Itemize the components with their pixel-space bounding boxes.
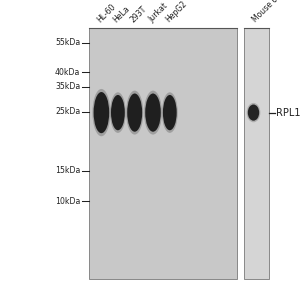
Text: Jurkat: Jurkat bbox=[147, 2, 169, 24]
Text: 40kDa: 40kDa bbox=[55, 68, 80, 76]
Ellipse shape bbox=[127, 93, 142, 132]
Ellipse shape bbox=[94, 92, 109, 133]
Bar bbox=[88, 28, 237, 279]
Text: 293T: 293T bbox=[128, 4, 148, 24]
Ellipse shape bbox=[126, 91, 143, 135]
Ellipse shape bbox=[145, 93, 161, 132]
Ellipse shape bbox=[110, 92, 126, 133]
Text: HeLa: HeLa bbox=[112, 4, 132, 24]
Ellipse shape bbox=[247, 103, 260, 122]
Text: 15kDa: 15kDa bbox=[55, 166, 80, 175]
Ellipse shape bbox=[111, 95, 125, 130]
Ellipse shape bbox=[144, 91, 162, 135]
Text: 35kDa: 35kDa bbox=[55, 82, 80, 91]
Text: HL-60: HL-60 bbox=[95, 2, 117, 24]
Bar bbox=[244, 28, 269, 279]
Text: HepG2: HepG2 bbox=[164, 0, 188, 24]
Text: Mouse ovary: Mouse ovary bbox=[250, 0, 292, 24]
Text: RPL14: RPL14 bbox=[276, 108, 300, 118]
Text: 25kDa: 25kDa bbox=[55, 107, 80, 116]
Text: 55kDa: 55kDa bbox=[55, 38, 80, 47]
Ellipse shape bbox=[248, 105, 259, 121]
Text: 10kDa: 10kDa bbox=[55, 197, 80, 206]
Ellipse shape bbox=[163, 95, 177, 130]
Ellipse shape bbox=[92, 89, 110, 136]
Ellipse shape bbox=[162, 92, 178, 133]
